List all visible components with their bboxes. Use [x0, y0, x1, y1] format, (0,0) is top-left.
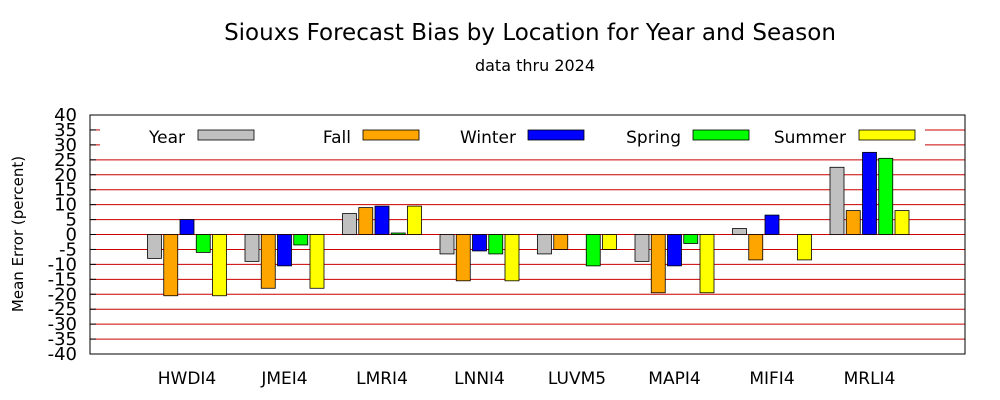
y-tick-label: 25	[54, 150, 77, 171]
bar-spring-luvm5	[585, 234, 601, 267]
bar-fall-mapi4	[650, 234, 666, 294]
y-tick-label: 20	[54, 165, 77, 186]
bar-year-mrli4	[829, 166, 845, 235]
bar-spring-jmei4	[293, 234, 309, 246]
y-tick-label: 40	[54, 105, 77, 126]
legend-label-summer: Summer	[774, 128, 846, 148]
bar-summer-mapi4	[699, 234, 715, 294]
y-tick-label: 10	[54, 195, 77, 216]
bar-fall-lnni4	[455, 234, 471, 282]
legend-label-year: Year	[148, 128, 185, 148]
x-tick-label: JMEI4	[260, 369, 307, 389]
x-tick-label: MAPI4	[648, 369, 700, 389]
bar-winter-hwdi4	[179, 219, 195, 235]
bar-fall-hwdi4	[163, 234, 179, 297]
y-tick-label: 0	[66, 225, 77, 246]
bar-spring-lnni4	[488, 234, 504, 255]
y-tick-label: -15	[48, 269, 77, 290]
bar-winter-mifi4	[764, 214, 780, 235]
legend-label-fall: Fall	[323, 128, 351, 148]
x-tick-label: MRLI4	[844, 369, 896, 389]
bar-spring-mrli4	[878, 157, 894, 235]
bar-year-mifi4	[732, 228, 747, 235]
x-axis-labels: HWDI4 JMEI4 LMRI4 LNNI4 LUVM5 MAPI4 MIFI4 MRLI4	[158, 369, 896, 389]
y-axis-label: Mean Error (percent)	[9, 156, 27, 312]
legend-swatch-summer	[858, 129, 916, 141]
x-tick-label: LMRI4	[356, 369, 408, 389]
bars	[147, 151, 910, 297]
chart-title: Siouxs Forecast Bias by Location for Yea…	[224, 20, 836, 46]
y-tick-label: -5	[59, 239, 77, 260]
bar-spring-mapi4	[683, 234, 699, 244]
bar-winter-jmei4	[277, 234, 292, 267]
y-tick-label: -20	[48, 284, 77, 305]
bar-year-luvm5	[537, 234, 552, 255]
legend-swatch-winter	[527, 129, 585, 141]
bar-summer-luvm5	[602, 234, 617, 250]
bar-summer-hwdi4	[212, 234, 227, 297]
legend-swatch-spring	[692, 129, 750, 141]
bar-fall-mifi4	[748, 234, 764, 261]
y-tick-label: 5	[66, 210, 77, 231]
bar-spring-hwdi4	[195, 234, 211, 253]
chart-subtitle: data thru 2024	[474, 56, 596, 75]
bar-winter-lnni4	[472, 234, 487, 252]
bar-summer-mrli4	[894, 210, 910, 235]
bar-fall-mrli4	[845, 210, 861, 235]
y-tick-label: -35	[48, 329, 77, 350]
y-tick-label: -10	[48, 254, 77, 275]
x-tick-label: HWDI4	[158, 369, 217, 389]
bar-year-lmri4	[342, 213, 357, 235]
bar-year-jmei4	[244, 234, 260, 262]
bar-spring-lmri4	[390, 232, 406, 235]
bar-fall-lmri4	[358, 207, 374, 235]
bar-summer-lnni4	[504, 234, 520, 282]
bar-winter-lmri4	[374, 205, 390, 235]
y-tick-label: 15	[54, 180, 77, 201]
legend-label-spring: Spring	[626, 128, 681, 148]
x-tick-label: LUVM5	[548, 369, 606, 389]
x-tick-label: LNNI4	[454, 369, 505, 389]
legend-label-winter: Winter	[460, 128, 516, 148]
y-tick-label: 35	[54, 120, 77, 141]
y-tick-label: -25	[48, 299, 77, 320]
bar-fall-luvm5	[553, 234, 569, 250]
bar-summer-mifi4	[797, 234, 812, 261]
y-tick-label: -40	[48, 344, 77, 365]
bar-summer-jmei4	[309, 234, 325, 289]
legend-swatch-fall	[362, 129, 420, 141]
bar-year-hwdi4	[147, 234, 162, 259]
bar-winter-mrli4	[862, 151, 877, 235]
bar-year-lnni4	[439, 234, 455, 255]
bar-summer-lmri4	[407, 205, 422, 235]
legend: Year Fall Winter Spring Summer	[148, 128, 916, 148]
y-tick-label: 30	[54, 135, 77, 156]
bar-year-mapi4	[634, 234, 650, 262]
y-tick-label: -30	[48, 314, 77, 335]
bar-fall-jmei4	[260, 234, 276, 289]
x-tick-label: MIFI4	[749, 369, 794, 389]
grid-lines	[90, 129, 965, 340]
legend-swatch-year	[197, 129, 255, 141]
bar-winter-mapi4	[667, 234, 682, 267]
